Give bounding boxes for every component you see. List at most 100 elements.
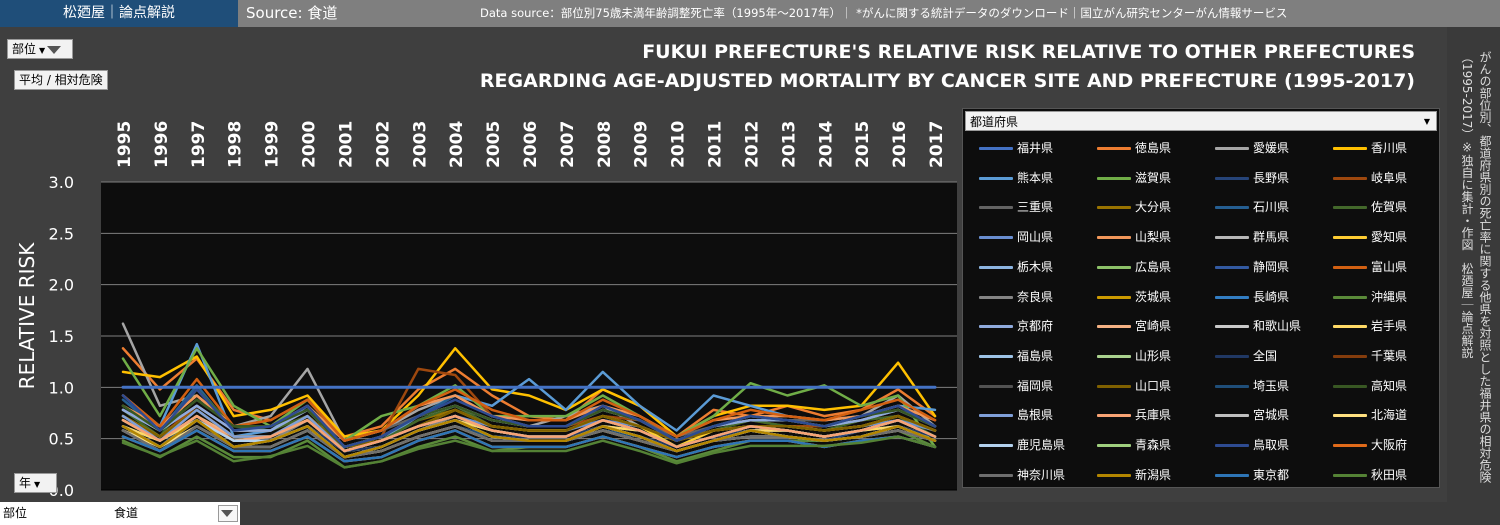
y-tick-label: 2.0 [49,276,74,295]
legend-swatch [979,265,1013,269]
legend-filter-dropdown[interactable]: 都道府県 ▼ [965,111,1437,131]
chart-title-line-2: REGARDING AGE-ADJUSTED MORTALITY BY CANC… [479,70,1415,92]
legend-label: 栃木県 [1017,259,1054,274]
bottom-filter-bar: 部位 食道 [0,502,240,525]
legend-swatch [979,384,1013,388]
legend-swatch [1333,444,1367,447]
legend-swatch [979,354,1013,358]
legend-label: 福井県 [1017,141,1054,155]
legend-swatch [1097,176,1131,180]
legend-swatch [979,295,1013,299]
legend-label: 富山県 [1371,259,1408,274]
legend-label: 徳島県 [1135,141,1172,155]
legend-swatch [979,236,1013,240]
legend-swatch [1097,147,1131,150]
x-tick-label: 1997 [189,121,209,168]
series-line [121,435,937,469]
x-tick-label: 2003 [410,121,430,168]
legend-swatch [1215,236,1249,240]
legend-label: 長崎県 [1253,289,1290,304]
x-tick-label: 1995 [115,121,135,168]
legend-label: 福岡県 [1017,378,1054,393]
legend-label: 岐阜県 [1371,170,1408,185]
filter-icon [47,45,62,54]
legend-swatch [1333,384,1367,388]
legend-label: 岩手県 [1371,319,1408,334]
year-filter-label: 年 [19,476,32,490]
legend-swatch [1097,325,1131,329]
legend-label: 秋田県 [1371,467,1408,482]
legend-label: 滋賀県 [1135,170,1172,185]
legend-label: 大阪府 [1371,438,1408,452]
series-line [121,388,937,449]
legend-swatch [1215,206,1249,210]
legend-label: 三重県 [1017,200,1054,215]
legend-swatch [979,473,1013,477]
x-tick-label: 2008 [595,121,615,168]
legend-label: 青森県 [1135,438,1172,452]
bottom-filter-value: 食道 [114,506,139,520]
chart-title: FUKUI PREFECTURE'S RELATIVE RISK RELATIV… [440,38,1415,96]
legend-label: 宮城県 [1253,408,1290,423]
series-line [121,347,937,449]
legend-swatch [1333,206,1367,210]
legend-swatch [1333,473,1367,477]
series-line [121,377,937,442]
x-tick-label: 2005 [484,121,504,168]
x-tick-label: 2014 [816,121,836,168]
legend-label: 兵庫県 [1135,408,1172,423]
legend: 都道府県 ▼ 福井県 徳島県 愛媛県 香川県 熊本県 滋賀県 長野県 岐阜県 三重県 大分県 石川県… [962,108,1440,488]
legend-label: 北海道 [1371,408,1408,423]
bottom-filter-button[interactable] [218,505,238,522]
chevron-down-icon: ▼ [39,46,46,55]
legend-swatch [1215,414,1249,418]
x-tick-label: 1999 [263,121,283,168]
year-filter-button[interactable]: 年 ▼ [14,473,57,493]
legend-label: 愛知県 [1371,230,1408,245]
legend-swatch [1097,444,1131,447]
chevron-down-icon: ▼ [1423,117,1430,126]
legend-label: 広島県 [1135,259,1172,274]
legend-swatch [1333,325,1367,329]
series-line [121,347,937,438]
legend-swatch [979,414,1013,418]
x-tick-label: 2007 [558,121,578,168]
top-bar: 松廼屋｜論点解説 Source: 食道 Data source：部位別75歳未満… [0,0,1500,27]
legend-label: 京都府 [1017,319,1054,334]
legend-swatch [1097,295,1131,299]
legend-swatch [1333,147,1367,150]
x-tick-label: 2009 [632,121,652,168]
brand-label[interactable]: 松廼屋｜論点解説 [0,0,238,27]
legend-label: 神奈川県 [1017,467,1066,482]
x-tick-label: 2011 [706,121,726,168]
legend-label: 全国 [1253,348,1278,363]
legend-swatch [1215,176,1249,180]
x-tick-label: 2000 [300,121,320,168]
legend-swatch [979,147,1013,150]
legend-swatch [979,444,1013,447]
y-tick-label: 1.0 [49,378,74,397]
x-tick-label: 2012 [742,121,762,168]
legend-label: 宮崎県 [1135,319,1172,334]
x-tick-label: 2016 [890,121,910,168]
x-tick-label: 1996 [152,121,172,168]
legend-label: 沖縄県 [1371,289,1408,304]
site-filter-button[interactable]: 部位 ▼ [7,39,73,59]
measure-filter-button[interactable]: 平均 / 相対危険 [14,70,108,90]
legend-label: 茨城県 [1135,289,1172,304]
legend-label: 埼玉県 [1253,378,1290,393]
legend-swatch [1215,295,1249,299]
source-label: Source: 食道 [246,4,338,22]
legend-swatch [1097,265,1131,269]
y-axis-label: RELATIVE RISK [15,242,39,390]
legend-label: 福島県 [1017,348,1054,363]
side-note-text: がんの部位別、都道府県別の死亡率に関する他県を対照とした福井県の相対危険（199… [1460,51,1492,483]
legend-label: 千葉県 [1371,348,1408,363]
legend-label: 熊本県 [1017,170,1054,185]
legend-label: 岡山県 [1017,230,1054,245]
legend-label: 鹿児島県 [1017,438,1066,452]
legend-label: 香川県 [1371,141,1408,155]
legend-label: 山口県 [1135,378,1172,393]
legend-label: 新潟県 [1135,467,1172,482]
